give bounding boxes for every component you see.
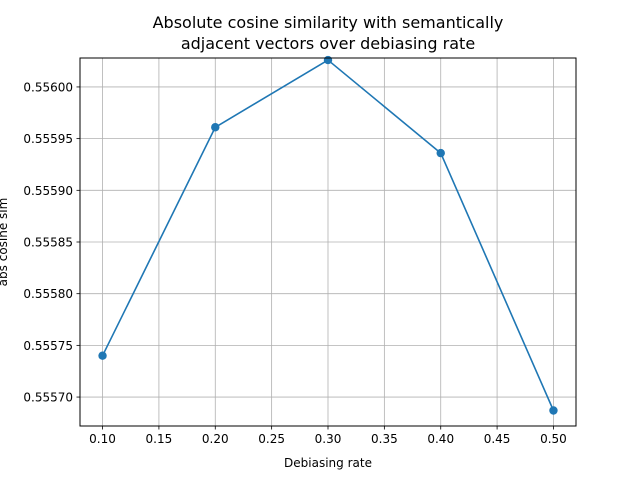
tick-layer: 0.10 0.15 0.20 0.25 0.30 0.35 0.40 0.45 0.50 0.55… <box>23 80 566 446</box>
chart-title-line-1: Absolute cosine similarity with semantic… <box>153 13 504 32</box>
data-point <box>436 148 445 158</box>
series-layer <box>98 55 558 415</box>
x-tick-label: 0.45 <box>484 432 511 446</box>
y-axis-label: abs cosine sim <box>0 198 10 287</box>
x-axis-label: Debiasing rate <box>284 456 372 470</box>
data-point <box>549 406 558 415</box>
y-tick-label: 0.55570 <box>23 391 73 405</box>
x-tick-label: 0.10 <box>89 432 116 446</box>
x-tick-label: 0.35 <box>371 432 398 446</box>
data-point <box>211 123 220 132</box>
data-point <box>98 351 107 360</box>
y-tick-label: 0.55580 <box>23 287 73 301</box>
x-tick-label: 0.15 <box>146 432 173 446</box>
y-tick-label: 0.55600 <box>23 80 73 94</box>
x-tick-label: 0.30 <box>315 432 342 446</box>
y-tick-label: 0.55575 <box>23 339 73 353</box>
y-tick-label: 0.55595 <box>23 132 73 146</box>
y-tick-label: 0.55590 <box>23 184 73 198</box>
x-tick-label: 0.40 <box>427 432 454 446</box>
x-tick-label: 0.20 <box>202 432 229 446</box>
grid-layer <box>80 58 576 426</box>
y-tick-label: 0.55585 <box>23 236 73 250</box>
data-point <box>323 55 333 65</box>
x-tick-label: 0.25 <box>258 432 285 446</box>
chart-title-line-2: adjacent vectors over debiasing rate <box>181 34 475 53</box>
x-tick-label: 0.50 <box>540 432 567 446</box>
